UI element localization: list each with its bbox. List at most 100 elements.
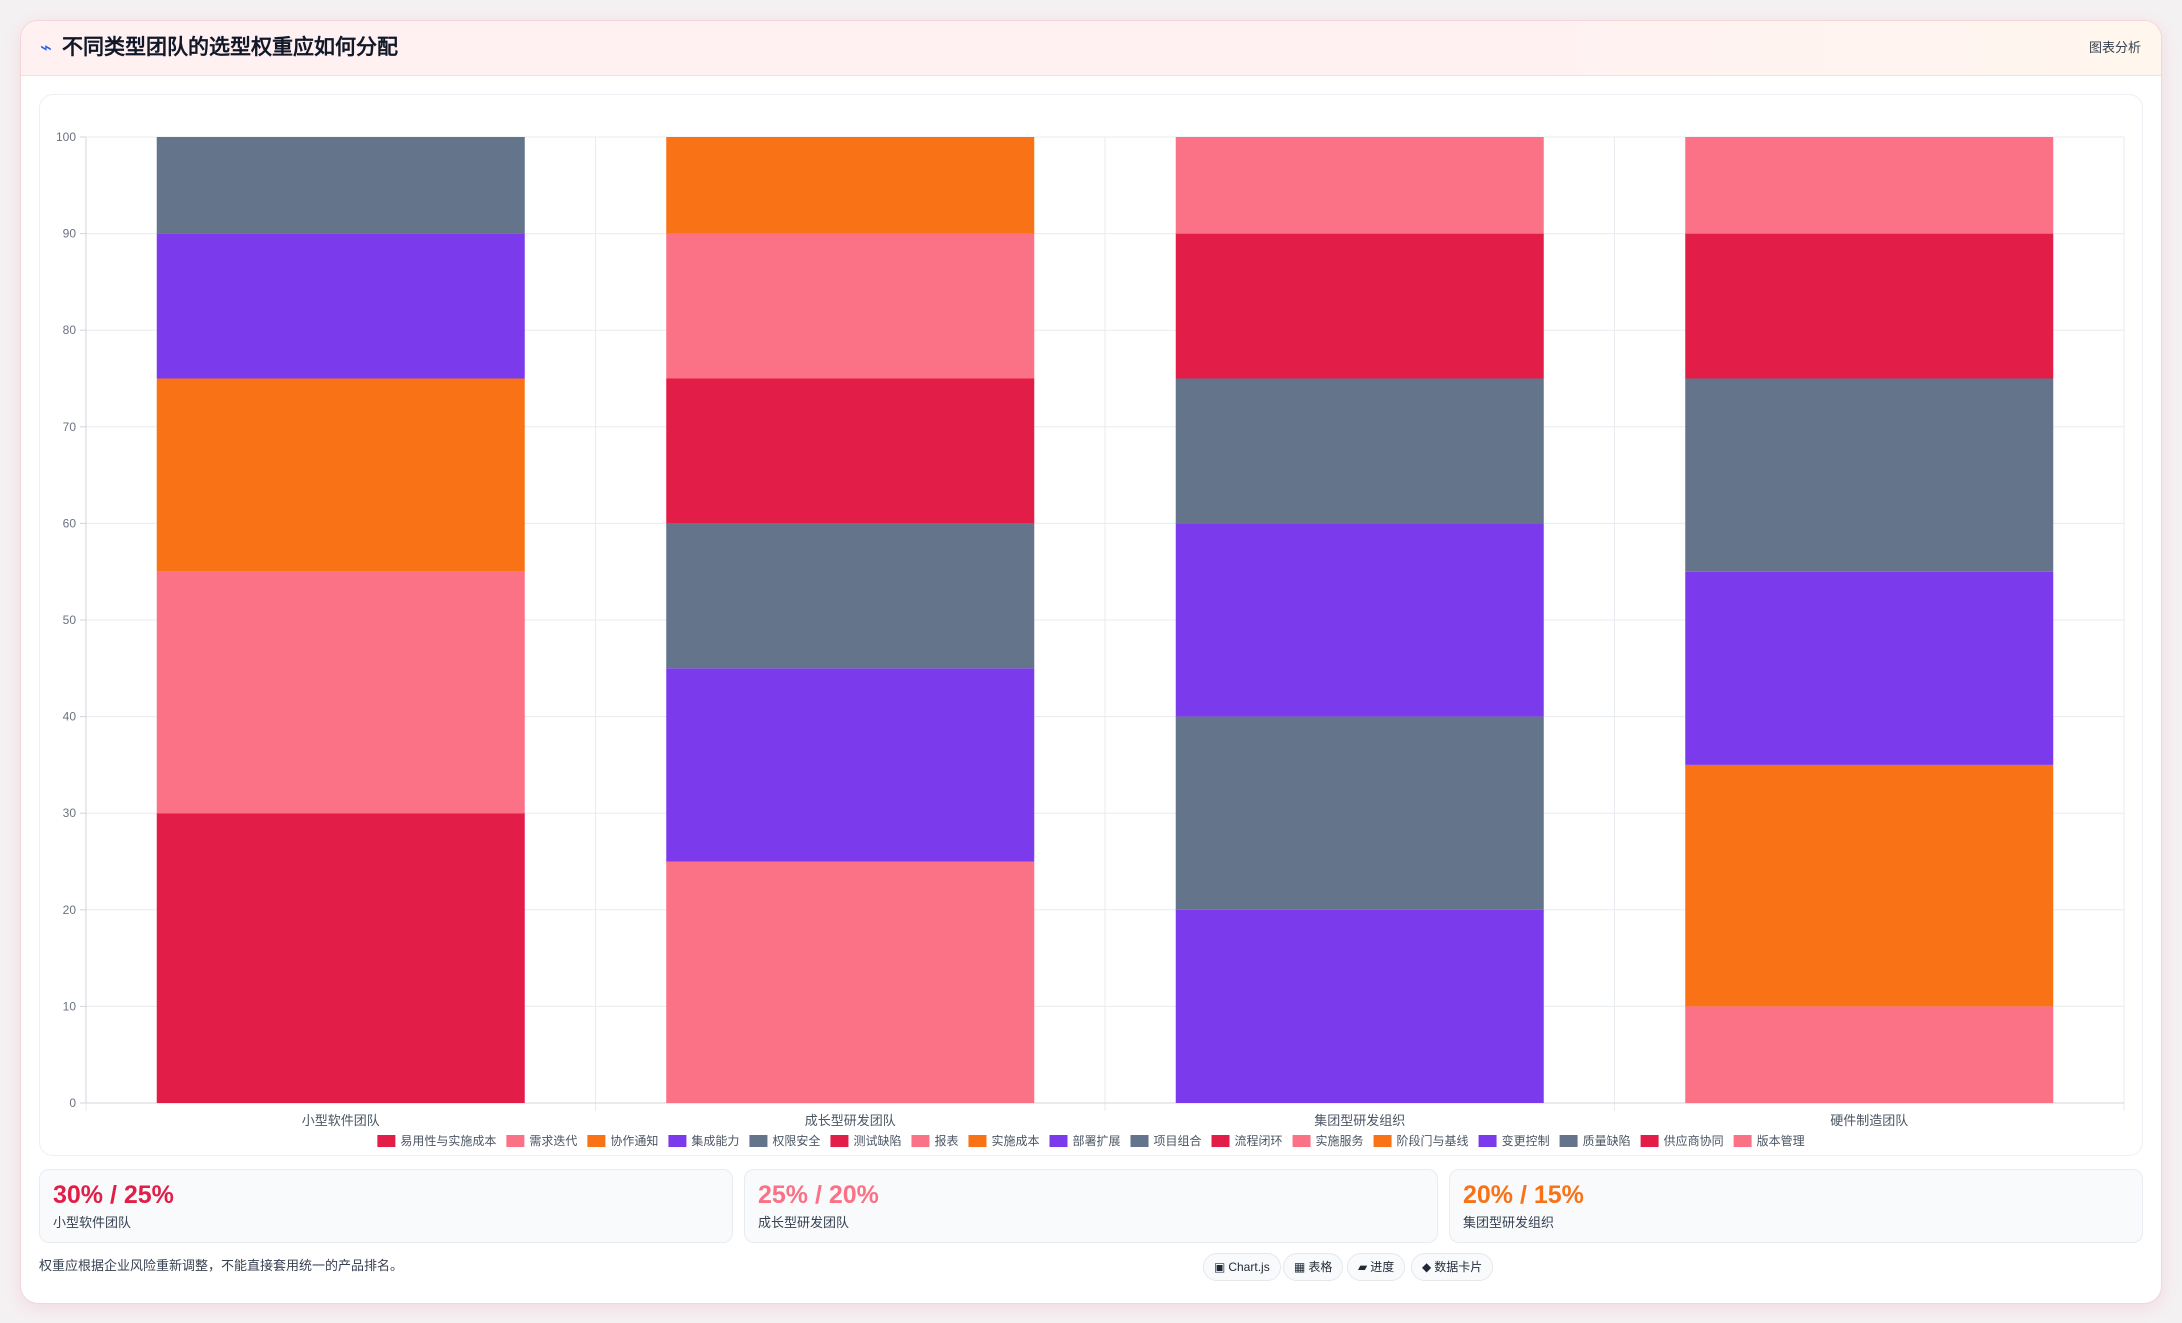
x-tick-label: 硬件制造团队 bbox=[1830, 1113, 1908, 1128]
legend-swatch bbox=[1478, 1135, 1497, 1147]
chip-chartjs[interactable]: ▣ Chart.js bbox=[1203, 1253, 1281, 1281]
legend-label: 协作通知 bbox=[610, 1133, 658, 1148]
card-header: ⌁ 不同类型团队的选型权重应如何分配 图表分析 bbox=[21, 21, 2161, 76]
y-tick-label: 90 bbox=[63, 227, 77, 241]
bar-segment[interactable] bbox=[1685, 571, 2054, 765]
legend-swatch bbox=[1559, 1135, 1578, 1147]
bar-segment[interactable] bbox=[666, 861, 1035, 1104]
y-tick-label: 50 bbox=[63, 613, 77, 627]
legend-label: 实施服务 bbox=[1316, 1133, 1364, 1148]
legend-swatch bbox=[1640, 1135, 1659, 1147]
bar-segment[interactable] bbox=[1175, 378, 1544, 524]
legend-label: 流程闭环 bbox=[1235, 1133, 1283, 1148]
y-tick-label: 20 bbox=[63, 903, 77, 917]
chip-table[interactable]: ▦ 表格 bbox=[1283, 1253, 1344, 1281]
y-tick-label: 10 bbox=[63, 999, 77, 1013]
legend-swatch bbox=[1049, 1135, 1068, 1147]
y-tick-label: 80 bbox=[63, 323, 77, 337]
bar-segment[interactable] bbox=[156, 378, 525, 572]
bar-segment[interactable] bbox=[1685, 764, 2054, 1007]
legend-swatch bbox=[749, 1135, 768, 1147]
bar-segment[interactable] bbox=[156, 233, 525, 379]
bar-segment[interactable] bbox=[1175, 137, 1544, 234]
stacked-bar-chart: 0 10 20 30 40 50 60 70 80 90 100 小型软件团队 成长型研发团队 集团型研发… bbox=[56, 130, 2125, 1148]
stat-cards: 30% / 25% 小型软件团队 25% / 20% 成长型研发团队 20% /… bbox=[39, 1169, 2143, 1243]
bar-segment[interactable] bbox=[666, 668, 1035, 862]
stat-card: 20% / 15% 集团型研发组织 bbox=[1449, 1169, 2143, 1243]
legend-swatch bbox=[1130, 1135, 1149, 1147]
activity-bolt-icon: ⌁ bbox=[40, 37, 53, 59]
legend-label: 报表 bbox=[934, 1133, 958, 1148]
stat-value: 25% / 20% bbox=[758, 1181, 879, 1209]
legend-label: 易用性与实施成本 bbox=[400, 1133, 496, 1148]
bar-segment[interactable] bbox=[1175, 909, 1544, 1103]
chip-progress[interactable]: ▰ 进度 bbox=[1347, 1253, 1406, 1281]
x-tick-label: 集团型研发组织 bbox=[1314, 1113, 1405, 1128]
stat-label: 成长型研发团队 bbox=[758, 1215, 850, 1230]
bar-segment[interactable] bbox=[666, 137, 1035, 234]
footnote: 权重应根据企业风险重新调整，不能直接套用统一的产品排名。 bbox=[39, 1258, 404, 1273]
legend-swatch bbox=[830, 1135, 849, 1147]
data-card-icon: ◆ bbox=[1422, 1260, 1432, 1274]
bar-segment[interactable] bbox=[1175, 523, 1544, 717]
chip-data-card[interactable]: ◆ 数据卡片 bbox=[1411, 1253, 1494, 1281]
legend-label: 部署扩展 bbox=[1072, 1133, 1120, 1148]
legend-swatch bbox=[668, 1135, 687, 1147]
legend-label: 需求迭代 bbox=[529, 1134, 577, 1148]
bar-segment[interactable] bbox=[666, 378, 1035, 524]
bar-segment[interactable] bbox=[156, 813, 525, 1103]
legend-swatch bbox=[911, 1135, 930, 1147]
stat-card: 30% / 25% 小型软件团队 bbox=[39, 1169, 733, 1243]
legend-swatch bbox=[506, 1135, 525, 1147]
legend-label: 供应商协同 bbox=[1664, 1133, 1724, 1148]
y-tick-label: 0 bbox=[69, 1096, 76, 1110]
y-tick-label: 40 bbox=[63, 710, 77, 724]
bar-segment[interactable] bbox=[1685, 233, 2054, 379]
legend-label: 版本管理 bbox=[1757, 1133, 1805, 1148]
page-title: 不同类型团队的选型权重应如何分配 bbox=[62, 36, 398, 59]
legend-label: 实施成本 bbox=[991, 1133, 1039, 1148]
bar-segment[interactable] bbox=[156, 571, 525, 814]
bar-segment[interactable] bbox=[1175, 716, 1544, 910]
legend-swatch bbox=[1733, 1135, 1752, 1147]
bar-segment[interactable] bbox=[1685, 378, 2054, 572]
table-icon: ▦ bbox=[1294, 1260, 1306, 1274]
stat-value: 30% / 25% bbox=[53, 1181, 174, 1209]
legend-label: 项目组合 bbox=[1154, 1133, 1202, 1148]
legend-label: 集成能力 bbox=[691, 1133, 739, 1148]
chart-panel: 0 10 20 30 40 50 60 70 80 90 100 小型软件团队 成长型研发团队 集团型研发… bbox=[39, 94, 2143, 1156]
bar-segment[interactable] bbox=[1685, 1006, 2054, 1103]
chart-icon: ▣ bbox=[1214, 1260, 1226, 1274]
chip-label: 表格 bbox=[1308, 1260, 1333, 1274]
x-tick-label: 小型软件团队 bbox=[302, 1113, 380, 1128]
chart-card: ⌁ 不同类型团队的选型权重应如何分配 图表分析 0 10 20 30 40 50 60 70 8… bbox=[20, 20, 2162, 1304]
stat-value: 20% / 15% bbox=[1463, 1181, 1584, 1209]
progress-icon: ▰ bbox=[1358, 1260, 1368, 1274]
legend-label: 变更控制 bbox=[1502, 1133, 1550, 1148]
legend-swatch bbox=[968, 1135, 987, 1147]
legend-swatch bbox=[1292, 1135, 1311, 1147]
bar-segment[interactable] bbox=[156, 137, 525, 234]
legend-label: 测试缺陷 bbox=[853, 1133, 901, 1148]
stat-card: 25% / 20% 成长型研发团队 bbox=[744, 1169, 1438, 1243]
legend-swatch bbox=[377, 1135, 396, 1147]
chip-label: 数据卡片 bbox=[1434, 1260, 1483, 1274]
legend-label: 权限安全 bbox=[772, 1133, 820, 1148]
legend-swatch bbox=[587, 1135, 606, 1147]
y-tick-label: 100 bbox=[56, 130, 76, 144]
legend-swatch bbox=[1211, 1135, 1230, 1147]
stat-label: 小型软件团队 bbox=[53, 1215, 132, 1230]
y-tick-label: 60 bbox=[63, 516, 77, 530]
legend-label: 质量缺陷 bbox=[1583, 1133, 1631, 1148]
legend-swatch bbox=[1373, 1135, 1392, 1147]
y-tick-label: 30 bbox=[63, 806, 77, 820]
y-tick-label: 70 bbox=[63, 420, 77, 434]
bar-segment[interactable] bbox=[666, 523, 1035, 669]
chart-analysis-tag: 图表分析 bbox=[2088, 40, 2141, 55]
bar-segment[interactable] bbox=[1175, 233, 1544, 379]
bar-segment[interactable] bbox=[1685, 137, 2054, 234]
stat-label: 集团型研发组织 bbox=[1463, 1215, 1555, 1230]
x-tick-label: 成长型研发团队 bbox=[805, 1113, 896, 1128]
legend-label: 阶段门与基线 bbox=[1397, 1133, 1469, 1148]
bar-segment[interactable] bbox=[666, 233, 1035, 379]
